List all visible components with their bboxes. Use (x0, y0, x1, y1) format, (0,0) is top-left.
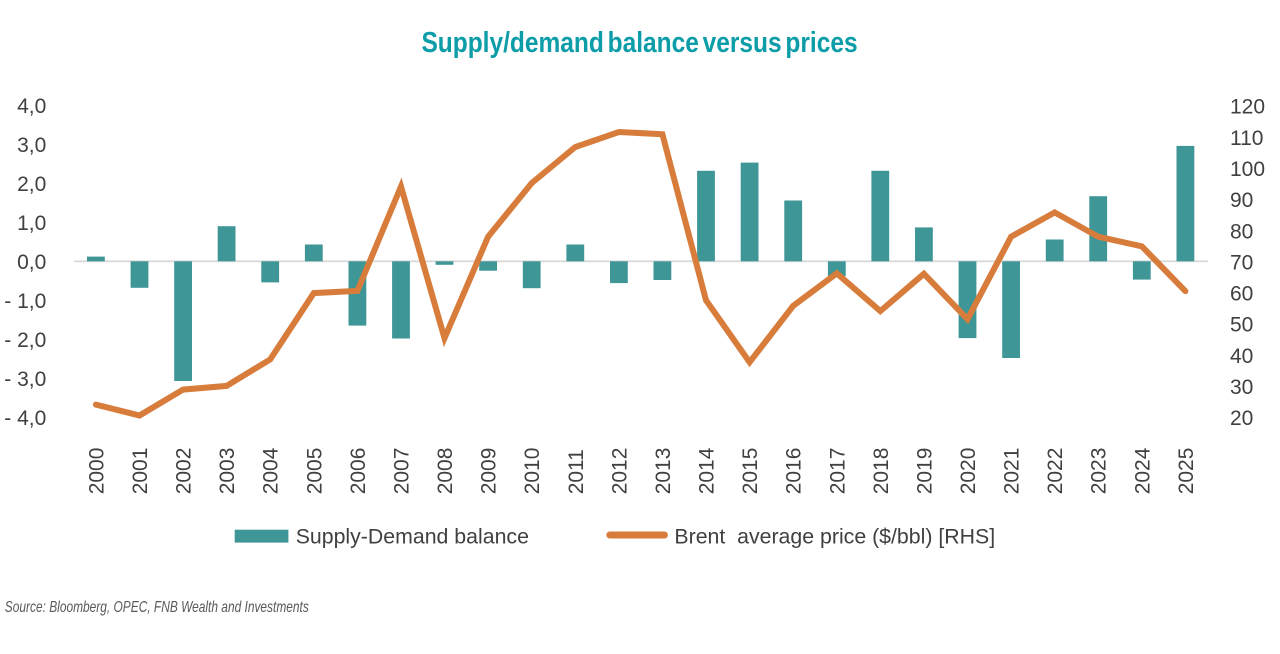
svg-text:2008: 2008 (434, 448, 457, 495)
svg-text:2000: 2000 (85, 448, 108, 495)
svg-text:- 3,0: - 3,0 (4, 368, 46, 391)
svg-text:60: 60 (1230, 283, 1253, 306)
svg-text:4,0: 4,0 (17, 95, 46, 118)
svg-text:2009: 2009 (478, 448, 501, 495)
svg-text:2010: 2010 (521, 448, 544, 495)
svg-text:70: 70 (1230, 251, 1253, 274)
svg-text:2012: 2012 (608, 448, 631, 495)
svg-text:Supply/demand balance versus p: Supply/demand balance versus prices (421, 26, 857, 58)
svg-text:- 2,0: - 2,0 (4, 329, 46, 352)
svg-text:2015: 2015 (739, 448, 762, 495)
svg-text:2017: 2017 (826, 448, 849, 495)
svg-text:20: 20 (1230, 407, 1253, 430)
svg-text:2004: 2004 (260, 447, 283, 494)
svg-text:90: 90 (1230, 189, 1253, 212)
svg-text:30: 30 (1230, 376, 1253, 399)
svg-text:3,0: 3,0 (17, 134, 46, 157)
svg-text:2016: 2016 (783, 448, 806, 495)
svg-text:Source: Bloomberg, OPEC, FNB W: Source: Bloomberg, OPEC, FNB Wealth and … (5, 599, 309, 616)
svg-text:2,0: 2,0 (17, 173, 46, 196)
svg-text:2022: 2022 (1044, 448, 1067, 495)
svg-text:80: 80 (1230, 220, 1253, 243)
svg-text:2024: 2024 (1131, 447, 1154, 494)
svg-text:0,0: 0,0 (17, 251, 46, 274)
svg-text:110: 110 (1230, 127, 1263, 150)
svg-text:1,0: 1,0 (17, 212, 46, 235)
svg-text:Supply-Demand balance: Supply-Demand balance (296, 525, 529, 549)
svg-text:- 1,0: - 1,0 (4, 290, 46, 313)
svg-text:100: 100 (1230, 158, 1265, 181)
svg-text:2020: 2020 (957, 448, 980, 495)
svg-text:2018: 2018 (870, 448, 893, 495)
svg-text:2013: 2013 (652, 448, 675, 495)
svg-text:2011: 2011 (565, 449, 588, 494)
svg-text:2025: 2025 (1175, 448, 1198, 495)
svg-text:2005: 2005 (303, 448, 326, 495)
svg-text:2019: 2019 (913, 448, 936, 495)
svg-text:2007: 2007 (391, 448, 414, 495)
svg-text:- 4,0: - 4,0 (4, 407, 46, 430)
svg-text:50: 50 (1230, 314, 1253, 337)
svg-text:2023: 2023 (1088, 448, 1111, 495)
svg-text:2003: 2003 (216, 448, 239, 495)
svg-text:120: 120 (1230, 96, 1265, 119)
svg-text:2014: 2014 (696, 447, 719, 494)
svg-text:2001: 2001 (129, 448, 152, 495)
svg-text:2021: 2021 (1001, 448, 1024, 495)
svg-text:Brent average price ($/bbl) [: Brent average price ($/bbl) [RHS] (674, 525, 995, 549)
svg-text:2002: 2002 (173, 448, 196, 495)
svg-text:2006: 2006 (347, 448, 370, 495)
svg-text:40: 40 (1230, 345, 1253, 368)
